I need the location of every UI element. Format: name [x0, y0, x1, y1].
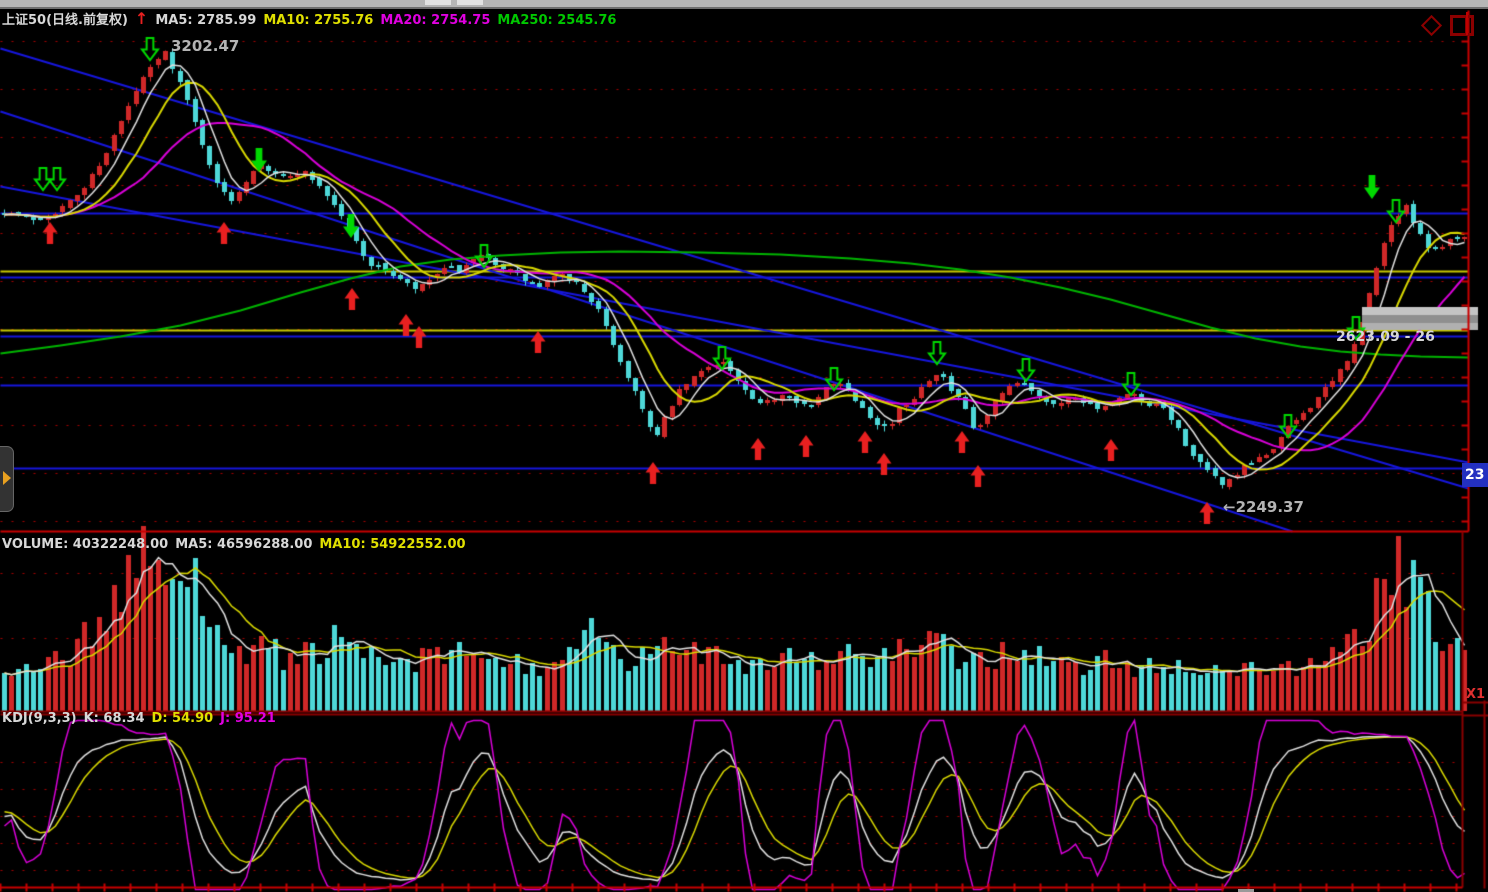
window-restore-icon[interactable] [1450, 15, 1474, 36]
instrument-title: 上证50(日线.前复权) [2, 13, 128, 28]
right-axis-price-tag: 23 [1462, 463, 1488, 487]
ma10-value: MA10: 2755.76 [263, 13, 374, 28]
volume-header: VOLUME: 40322248.00 MA5: 46596288.00 MA1… [2, 537, 466, 552]
ma5-value: MA5: 2785.99 [155, 13, 257, 28]
kdj-k-value: K: 68.34 [83, 711, 145, 726]
top-window-strip [0, 0, 1488, 9]
scrollbar-thumb[interactable] [1238, 889, 1254, 892]
expand-arrow-icon [3, 471, 11, 485]
volume-ma5-value: MA5: 46596288.00 [175, 537, 313, 552]
peak-price-label: 3202.47 [171, 37, 240, 55]
trough-price-label: ←2249.37 [1223, 498, 1304, 516]
volume-value: VOLUME: 40322248.00 [2, 537, 169, 552]
up-arrow-icon: ↑ [134, 9, 149, 28]
sidebar-expand-handle[interactable] [0, 446, 14, 512]
axis-top-marker [1466, 12, 1468, 35]
ma250-value: MA250: 2545.76 [497, 13, 617, 28]
kdj-j-value: J: 95.21 [220, 711, 276, 726]
kdj-d-value: D: 54.90 [151, 711, 214, 726]
main-chart-header: 上证50(日线.前复权) ↑ MA5: 2785.99 MA10: 2755.7… [2, 9, 617, 29]
volume-scale-label: X1 [1466, 687, 1486, 702]
kdj-header: KDJ(9,3,3) K: 68.34 D: 54.90 J: 95.21 [2, 711, 276, 726]
ma20-value: MA20: 2754.75 [380, 13, 491, 28]
right-axis-price-text: 23 [1465, 467, 1485, 483]
kdj-name: KDJ(9,3,3) [2, 711, 77, 726]
window-tab [425, 0, 451, 5]
window-tab [457, 0, 483, 5]
volume-ma10-value: MA10: 54922552.00 [319, 537, 466, 552]
trendline-range-label: 2623.09 - 26 [1336, 329, 1435, 345]
